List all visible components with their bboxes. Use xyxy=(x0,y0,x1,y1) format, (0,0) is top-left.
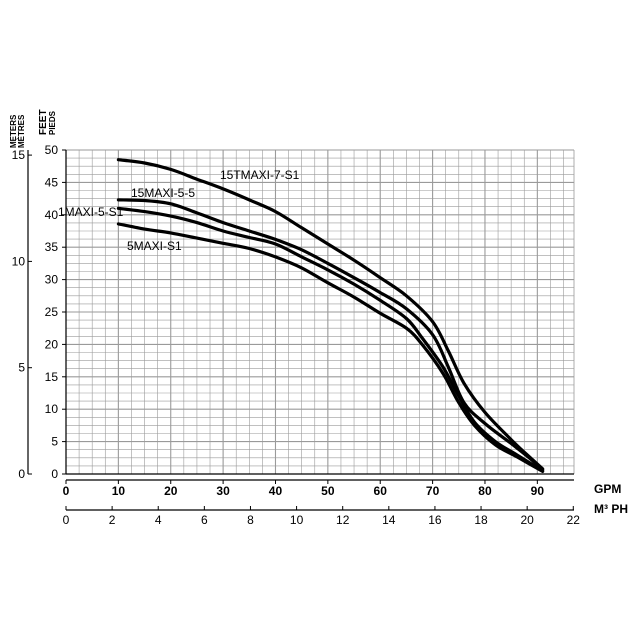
meters-tick-label: 15 xyxy=(12,148,26,162)
m3ph-tick-label: 2 xyxy=(109,513,116,527)
series-line-5maxi-s1 xyxy=(116,222,545,473)
series-line-15tmaxi-7-s1 xyxy=(116,158,545,471)
series-label-1maxi-5-s1: 1MAXI-5-S1 xyxy=(58,205,124,219)
feet-tick-label: 50 xyxy=(45,143,59,157)
unit-metres: MÈTRES xyxy=(17,114,26,148)
series-line-15maxi-5-5 xyxy=(116,198,545,472)
m3ph-tick-label: 18 xyxy=(474,513,488,527)
meters-tick-label: 0 xyxy=(18,467,25,481)
feet-tick-label: 10 xyxy=(45,402,59,416)
unit-meters: METERS xyxy=(9,114,18,148)
m3ph-tick-label: 0 xyxy=(63,513,70,527)
gpm-tick-label: 40 xyxy=(269,484,283,498)
feet-tick-label: 30 xyxy=(45,273,59,287)
feet-tick-label: 40 xyxy=(45,208,59,222)
meters-tick-label: 5 xyxy=(18,361,25,375)
series-label-15tmaxi-7-s1: 15TMAXI-7-S1 xyxy=(220,168,300,182)
gpm-tick-label: 80 xyxy=(478,484,492,498)
left-unit-label: METERS MÈTRES xyxy=(9,114,26,148)
series-label-5maxi-s1: 5MAXI-S1 xyxy=(127,239,182,253)
feet-tick-label: 0 xyxy=(51,467,58,481)
m3ph-tick-label: 16 xyxy=(428,513,442,527)
x-unit-gpm: GPM xyxy=(594,482,621,496)
m3ph-tick-label: 22 xyxy=(567,513,581,527)
feet-tick-label: 35 xyxy=(45,240,59,254)
m3ph-tick-label: 12 xyxy=(336,513,350,527)
gpm-tick-label: 90 xyxy=(531,484,545,498)
meters-tick-label: 10 xyxy=(12,254,26,268)
feet-tick-label: 15 xyxy=(45,370,59,384)
gpm-tick-label: 50 xyxy=(321,484,335,498)
m3ph-tick-label: 4 xyxy=(155,513,162,527)
gpm-tick-label: 30 xyxy=(216,484,230,498)
m3ph-tick-label: 6 xyxy=(201,513,208,527)
unit-pieds: PIEDS xyxy=(48,110,57,135)
gpm-tick-label: 20 xyxy=(164,484,178,498)
feet-tick-label: 5 xyxy=(51,435,58,449)
curves xyxy=(116,158,545,473)
feet-tick-label: 20 xyxy=(45,337,59,351)
m3ph-tick-label: 10 xyxy=(290,513,304,527)
unit-feet: FEET xyxy=(38,109,49,135)
feet-tick-label: 25 xyxy=(45,305,59,319)
m3ph-tick-label: 20 xyxy=(520,513,534,527)
series-label-15maxi-5-5: 15MAXI-5-5 xyxy=(131,186,195,200)
series-line-1maxi-5-s1 xyxy=(116,206,545,473)
right-unit-label: FEET PIEDS xyxy=(38,109,57,135)
gpm-tick-label: 0 xyxy=(63,484,70,498)
m3ph-tick-label: 8 xyxy=(247,513,254,527)
m3ph-tick-label: 14 xyxy=(382,513,396,527)
feet-tick-label: 45 xyxy=(45,175,59,189)
gpm-tick-label: 10 xyxy=(112,484,126,498)
gpm-tick-label: 70 xyxy=(426,484,440,498)
x-unit-m3ph: M³ PH xyxy=(594,502,628,516)
gpm-tick-label: 60 xyxy=(374,484,388,498)
